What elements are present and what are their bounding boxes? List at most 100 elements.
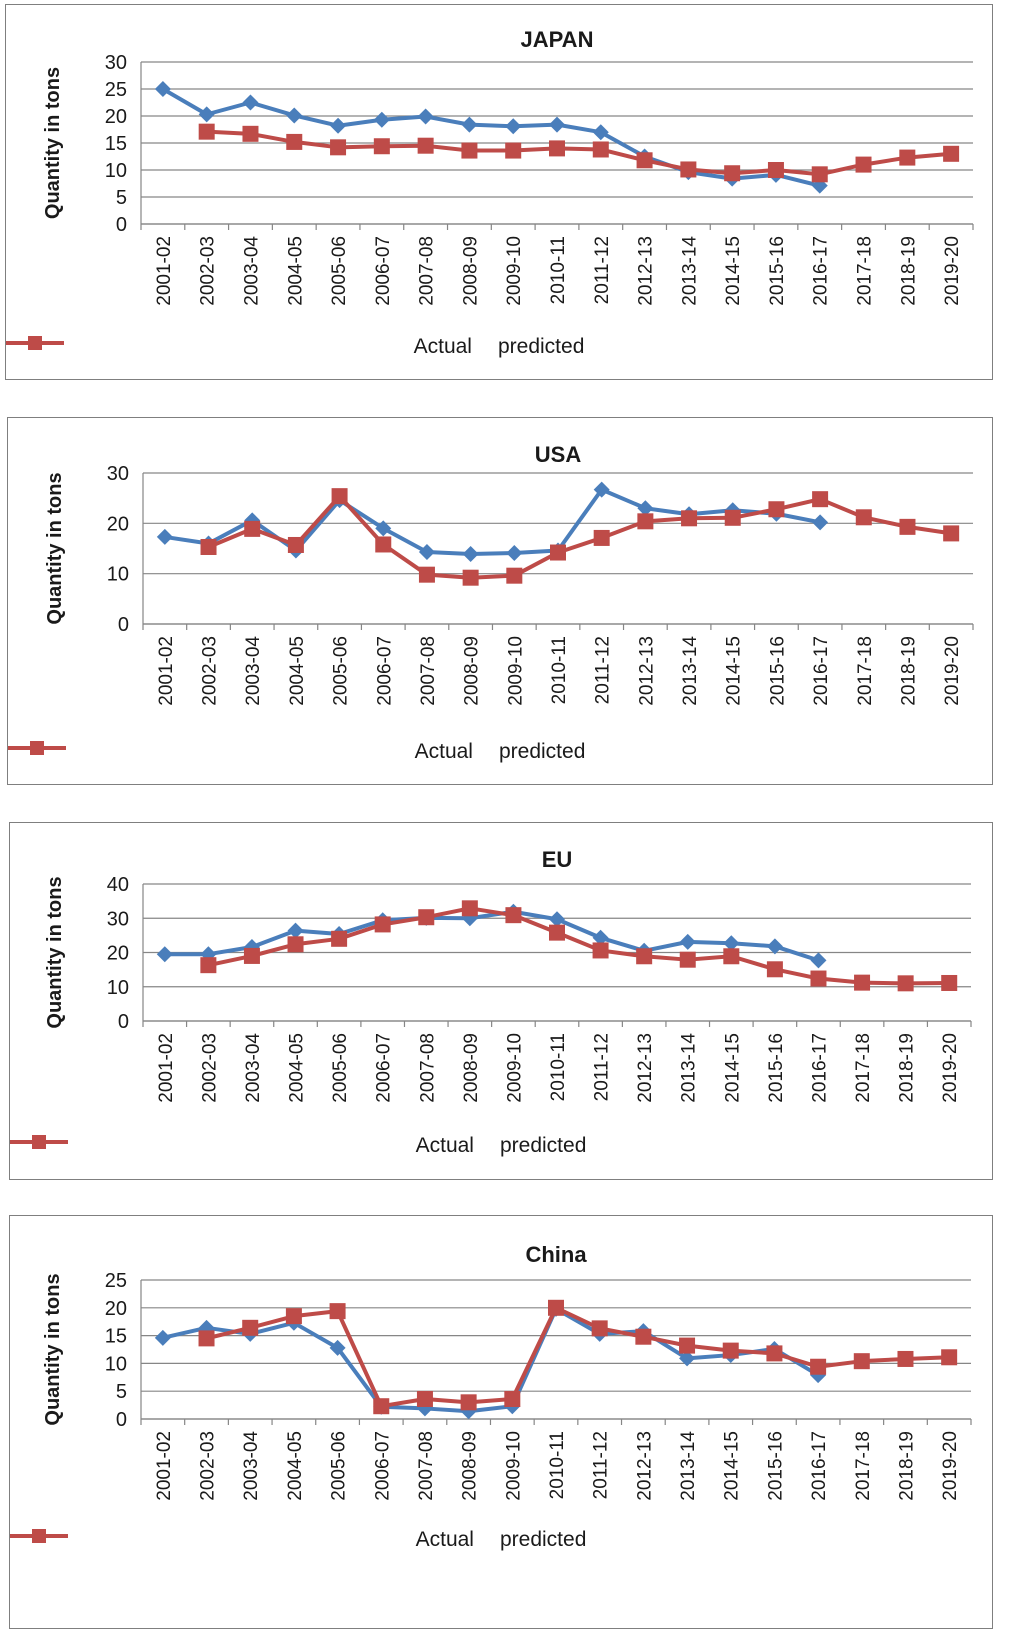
data-point-predicted: [198, 1330, 215, 1347]
data-point-predicted: [373, 138, 390, 155]
series-line-predicted: [207, 494, 952, 580]
data-point-predicted: [550, 544, 566, 561]
x-tick-label: 2011-12: [593, 636, 614, 704]
data-point-predicted: [242, 125, 259, 142]
x-tick-label: 2011-12: [592, 1033, 613, 1101]
y-tick-label: 0: [118, 1011, 129, 1033]
x-tick-label: 2012-13: [636, 636, 657, 706]
data-point-predicted: [373, 1398, 390, 1415]
data-point-predicted: [766, 961, 783, 978]
data-point-actual: [810, 952, 827, 969]
data-point-predicted: [767, 162, 784, 178]
x-tick-label: 2019-20: [942, 636, 963, 706]
y-tick-label: 15: [105, 1326, 127, 1348]
x-tick-label: 2019-20: [942, 236, 963, 306]
data-point-actual: [156, 946, 173, 963]
data-point-predicted: [592, 942, 609, 959]
x-tick-label: 2011-12: [592, 236, 613, 304]
data-point-actual: [198, 106, 215, 123]
data-point-predicted: [285, 1308, 302, 1325]
x-tick-label: 2001-02: [156, 1033, 177, 1103]
x-tick-label: 2010-11: [549, 636, 570, 704]
chart-title: USA: [535, 442, 582, 467]
data-point-actual: [592, 124, 609, 141]
x-tick-label: 2003-04: [243, 636, 264, 706]
y-axis-label: Quantity in tons: [42, 67, 64, 219]
data-point-actual: [373, 111, 390, 128]
x-tick-label: 2012-13: [635, 1033, 656, 1103]
y-tick-label: 30: [107, 463, 129, 485]
x-tick-label: 2017-18: [853, 1431, 874, 1501]
data-point-actual: [679, 933, 696, 950]
data-point-predicted: [462, 569, 479, 586]
x-tick-label: 2011-12: [591, 1431, 612, 1499]
y-tick-label: 15: [105, 133, 127, 155]
data-point-predicted: [812, 491, 829, 508]
data-point-predicted: [636, 948, 653, 965]
series-line-actual: [164, 487, 821, 557]
legend-label-predicted: predicted: [497, 335, 585, 358]
x-tick-label: 2017-18: [855, 236, 876, 306]
x-tick-label: 2018-19: [898, 636, 919, 706]
data-point-predicted: [506, 567, 523, 584]
x-tick-label: 2004-05: [285, 236, 306, 306]
x-tick-label: 2017-18: [853, 1033, 874, 1103]
legend-item-predicted: predicted: [10, 1134, 586, 1158]
data-point-actual: [461, 116, 478, 133]
legend-item-predicted: predicted: [8, 740, 585, 764]
y-tick-label: 0: [116, 214, 127, 236]
data-point-predicted: [679, 1337, 696, 1354]
y-tick-label: 10: [107, 564, 129, 586]
legend-predicted-swatch: [10, 1529, 68, 1543]
x-tick-label: 2010-11: [548, 236, 569, 304]
chart-title: EU: [542, 847, 573, 872]
y-tick-label: 30: [107, 908, 129, 930]
data-point-actual: [723, 935, 740, 952]
x-tick-label: 2012-13: [636, 236, 657, 306]
x-tick-label: 2014-15: [723, 236, 744, 306]
data-point-predicted: [941, 1349, 958, 1366]
data-point-predicted: [593, 529, 610, 546]
legend-predicted-swatch: [6, 336, 64, 350]
chart-china: China Quantity in tons 0 5 10 15 20 25 2001-02 20…: [42, 1242, 972, 1501]
data-point-predicted: [855, 156, 872, 173]
x-tick-label: 2014-15: [722, 1033, 743, 1103]
legend-item-predicted: predicted: [6, 335, 585, 359]
data-point-predicted: [244, 520, 261, 537]
data-point-predicted: [331, 488, 348, 505]
x-tick-label: 2008-09: [460, 236, 481, 306]
data-point-predicted: [287, 936, 304, 953]
data-point-actual: [418, 544, 435, 561]
y-tick-label: 5: [116, 187, 127, 209]
x-tick-label: 2007-08: [417, 1033, 438, 1103]
x-tick-label: 2007-08: [416, 1431, 437, 1501]
data-point-predicted: [330, 139, 347, 156]
data-point-actual: [154, 1329, 171, 1346]
x-tick-label: 2005-06: [331, 636, 352, 706]
data-point-predicted: [723, 948, 740, 965]
legend-predicted-swatch: [10, 1135, 68, 1149]
series-line-actual: [162, 1306, 820, 1414]
data-point-predicted: [374, 916, 391, 933]
data-point-actual: [375, 520, 392, 537]
legend-item-actual: Actual: [6, 335, 472, 359]
data-point-actual: [505, 118, 522, 135]
data-point-predicted: [286, 133, 303, 150]
x-tick-label: 2005-06: [329, 236, 350, 306]
data-point-actual: [549, 116, 565, 133]
legend: Actual predicted: [8, 740, 992, 764]
x-tick-label: 2016-17: [811, 636, 832, 706]
data-point-predicted: [897, 975, 914, 992]
legend-item-predicted: predicted: [10, 1528, 586, 1552]
chart-panel-usa: USA Quantity in tons 0 10 20 30 2001-02 2002-03…: [7, 417, 993, 785]
y-tick-label: 0: [118, 614, 129, 636]
x-tick-label: 2004-05: [285, 1431, 306, 1501]
data-point-predicted: [679, 951, 696, 968]
data-point-actual: [200, 946, 217, 963]
data-point-predicted: [461, 142, 478, 159]
y-tick-label: 25: [105, 79, 127, 101]
data-point-predicted: [375, 536, 392, 553]
data-point-predicted: [724, 509, 741, 526]
data-point-predicted: [899, 149, 916, 166]
data-point-predicted: [287, 536, 304, 553]
